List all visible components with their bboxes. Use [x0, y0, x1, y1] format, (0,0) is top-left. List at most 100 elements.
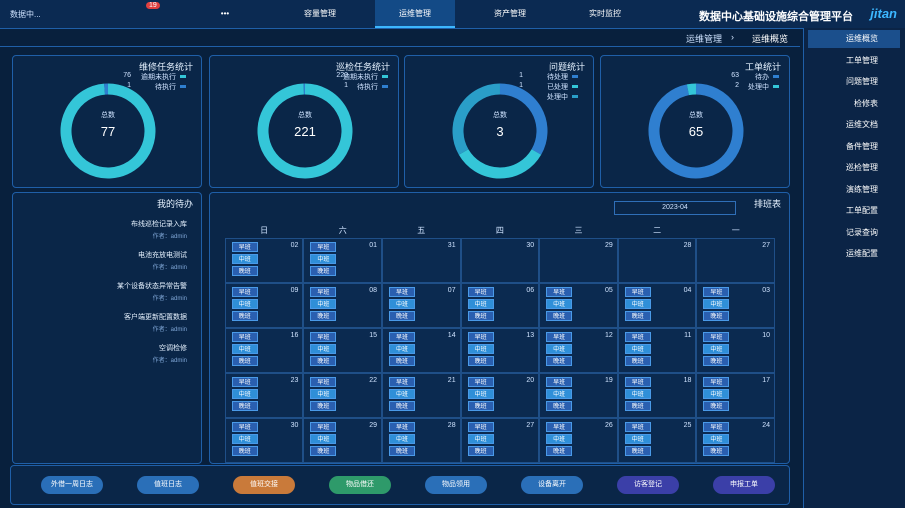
action-button[interactable]: 外借一周日志 — [41, 476, 103, 494]
shift-button[interactable]: 晚班 — [546, 311, 573, 321]
shift-button[interactable]: 早班 — [624, 422, 651, 432]
shift-button[interactable]: 中班 — [624, 344, 651, 354]
shift-button[interactable]: 晚班 — [703, 401, 730, 411]
shift-button[interactable]: 晚班 — [467, 401, 494, 411]
action-button[interactable]: 物品借还 — [329, 476, 391, 494]
nav-tab[interactable]: 实时监控 — [589, 9, 621, 18]
task-title[interactable]: 电池充放电测试 — [138, 252, 187, 259]
shift-button[interactable]: 早班 — [546, 377, 573, 387]
shift-button[interactable]: 早班 — [546, 332, 573, 342]
sidebar-item[interactable]: 运维配置 — [846, 249, 878, 258]
shift-button[interactable]: 中班 — [310, 254, 337, 264]
shift-button[interactable]: 早班 — [703, 332, 730, 342]
shift-button[interactable]: 早班 — [310, 422, 337, 432]
nav-tab[interactable]: 容量管理 — [304, 9, 336, 18]
sidebar-item[interactable]: 工单配置 — [846, 206, 878, 215]
task-title[interactable]: 空调检修 — [159, 345, 187, 352]
shift-button[interactable]: 中班 — [231, 344, 258, 354]
shift-button[interactable]: 中班 — [546, 434, 573, 444]
shift-button[interactable]: 早班 — [467, 422, 494, 432]
shift-button[interactable]: 中班 — [624, 389, 651, 399]
shift-button[interactable]: 早班 — [389, 377, 415, 387]
shift-button[interactable]: 中班 — [310, 299, 337, 309]
shift-button[interactable]: 中班 — [624, 434, 651, 444]
sidebar-item[interactable]: 检修表 — [854, 98, 878, 108]
shift-button[interactable]: 中班 — [703, 389, 730, 399]
shift-button[interactable]: 中班 — [389, 389, 415, 399]
shift-button[interactable]: 早班 — [467, 287, 494, 297]
shift-button[interactable]: 中班 — [310, 389, 337, 399]
task-title[interactable]: 某个设备状态异常告警 — [117, 283, 187, 290]
shift-button[interactable]: 中班 — [703, 299, 730, 309]
shift-button[interactable]: 晚班 — [389, 356, 415, 366]
shift-button[interactable]: 早班 — [310, 242, 337, 252]
shift-button[interactable]: 早班 — [624, 377, 651, 387]
shift-button[interactable]: 中班 — [624, 299, 651, 309]
shift-button[interactable]: 中班 — [467, 389, 494, 399]
shift-button[interactable]: 晚班 — [467, 311, 494, 321]
sidebar-item[interactable]: 备件管理 — [846, 141, 878, 151]
shift-button[interactable]: 早班 — [231, 377, 258, 387]
shift-button[interactable]: 晚班 — [624, 401, 651, 411]
shift-button[interactable]: 早班 — [467, 332, 494, 342]
shift-button[interactable]: 晚班 — [231, 356, 258, 366]
nav-tab[interactable]: ••• — [220, 9, 230, 18]
shift-button[interactable]: 早班 — [467, 377, 494, 387]
shift-button[interactable]: 晚班 — [231, 311, 258, 321]
shift-button[interactable]: 中班 — [467, 299, 494, 309]
sidebar-item[interactable]: 记录查询 — [846, 227, 878, 237]
action-button[interactable]: 物品领用 — [425, 476, 487, 494]
shift-button[interactable]: 早班 — [389, 287, 415, 297]
shift-button[interactable]: 中班 — [231, 389, 258, 399]
shift-button[interactable]: 晚班 — [389, 401, 415, 411]
shift-button[interactable]: 中班 — [467, 344, 494, 354]
nav-tab[interactable]: 运维管理 — [375, 0, 455, 28]
shift-button[interactable]: 早班 — [389, 422, 415, 432]
shift-button[interactable]: 中班 — [389, 434, 415, 444]
shift-button[interactable]: 晚班 — [703, 311, 730, 321]
action-button[interactable]: 申报工单 — [713, 476, 775, 494]
shift-button[interactable]: 晚班 — [546, 401, 573, 411]
shift-button[interactable]: 中班 — [546, 299, 573, 309]
shift-button[interactable]: 早班 — [703, 287, 730, 297]
task-title[interactable]: 客户端更新配置数据 — [124, 314, 187, 321]
shift-button[interactable]: 中班 — [310, 344, 337, 354]
shift-button[interactable]: 早班 — [310, 377, 337, 387]
shift-button[interactable]: 早班 — [389, 332, 415, 342]
shift-button[interactable]: 早班 — [703, 377, 730, 387]
shift-button[interactable]: 晚班 — [703, 446, 730, 456]
shift-button[interactable]: 晚班 — [624, 311, 651, 321]
shift-button[interactable]: 晚班 — [389, 311, 415, 321]
action-button[interactable]: 访客登记 — [617, 476, 679, 494]
shift-button[interactable]: 晚班 — [546, 356, 573, 366]
shift-button[interactable]: 晚班 — [389, 446, 415, 456]
shift-button[interactable]: 晚班 — [624, 446, 651, 456]
shift-button[interactable]: 中班 — [389, 344, 415, 354]
shift-button[interactable]: 中班 — [310, 434, 337, 444]
shift-button[interactable]: 晚班 — [310, 401, 337, 411]
shift-button[interactable]: 早班 — [546, 422, 573, 432]
shift-button[interactable]: 早班 — [231, 242, 258, 252]
shift-button[interactable]: 早班 — [310, 332, 337, 342]
shift-button[interactable]: 早班 — [624, 332, 651, 342]
shift-button[interactable]: 早班 — [703, 422, 730, 432]
shift-button[interactable]: 晚班 — [231, 266, 258, 276]
shift-button[interactable]: 早班 — [231, 287, 258, 297]
shift-button[interactable]: 早班 — [231, 332, 258, 342]
month-picker[interactable]: 2023-04 — [614, 201, 736, 215]
shift-button[interactable]: 晚班 — [310, 266, 337, 276]
sidebar-item[interactable]: 运维概览 — [808, 30, 900, 48]
task-title[interactable]: 布线巡检记录入库 — [131, 221, 187, 228]
shift-button[interactable]: 晚班 — [310, 446, 337, 456]
shift-button[interactable]: 晚班 — [467, 356, 494, 366]
shift-button[interactable]: 中班 — [546, 344, 573, 354]
sidebar-item[interactable]: 问题管理 — [846, 77, 878, 86]
shift-button[interactable]: 中班 — [703, 434, 730, 444]
shift-button[interactable]: 中班 — [231, 299, 258, 309]
action-button[interactable]: 值班日志 — [137, 476, 199, 494]
shift-button[interactable]: 晚班 — [467, 446, 494, 456]
shift-button[interactable]: 晚班 — [624, 356, 651, 366]
shift-button[interactable]: 晚班 — [231, 401, 258, 411]
action-button[interactable]: 值班交接 — [233, 476, 295, 494]
shift-button[interactable]: 晚班 — [310, 311, 337, 321]
